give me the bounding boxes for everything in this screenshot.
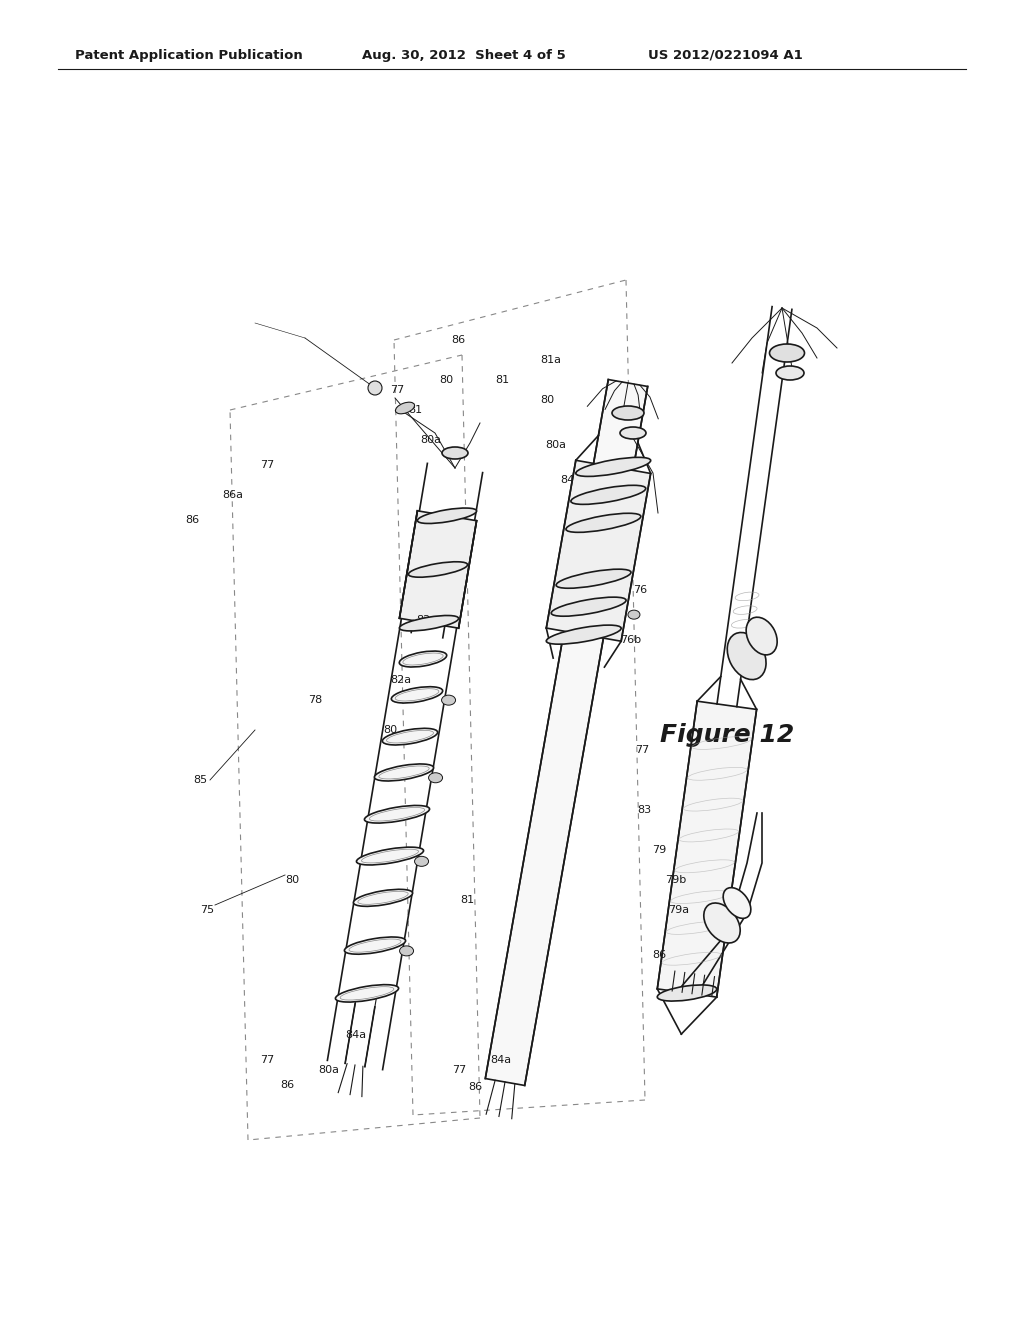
Ellipse shape [336, 985, 398, 1002]
Text: 76: 76 [633, 585, 647, 595]
Text: 86: 86 [451, 335, 465, 345]
Text: 76b: 76b [620, 635, 641, 645]
Text: 77: 77 [452, 1065, 466, 1074]
Polygon shape [657, 701, 757, 997]
Text: 86: 86 [468, 1082, 482, 1092]
Ellipse shape [418, 508, 476, 524]
Text: 79a: 79a [668, 906, 689, 915]
Ellipse shape [556, 569, 631, 589]
Ellipse shape [442, 447, 468, 459]
Ellipse shape [551, 597, 626, 616]
Ellipse shape [612, 407, 644, 420]
Text: Figure 12: Figure 12 [660, 723, 795, 747]
Text: Patent Application Publication: Patent Application Publication [75, 49, 303, 62]
Text: 84: 84 [560, 475, 574, 484]
Ellipse shape [399, 615, 459, 631]
Text: 78: 78 [308, 696, 323, 705]
Polygon shape [399, 511, 476, 628]
Polygon shape [485, 380, 648, 1085]
Text: 80: 80 [540, 395, 554, 405]
Text: 86: 86 [565, 525, 580, 535]
Text: 86a: 86a [222, 490, 243, 500]
Ellipse shape [566, 513, 641, 532]
Text: 79b: 79b [665, 875, 686, 884]
Ellipse shape [382, 729, 437, 744]
Ellipse shape [703, 903, 740, 942]
Ellipse shape [769, 345, 805, 362]
Text: 81a: 81a [540, 355, 561, 366]
Text: 79: 79 [652, 845, 667, 855]
Text: 77: 77 [635, 744, 649, 755]
Text: 85: 85 [193, 775, 207, 785]
Ellipse shape [368, 381, 382, 395]
Text: 80a: 80a [420, 436, 441, 445]
Ellipse shape [575, 457, 650, 477]
Ellipse shape [356, 847, 424, 865]
Text: Aug. 30, 2012  Sheet 4 of 5: Aug. 30, 2012 Sheet 4 of 5 [362, 49, 565, 62]
Text: 80a: 80a [318, 1065, 339, 1074]
Ellipse shape [776, 366, 804, 380]
Text: 88: 88 [590, 595, 604, 605]
Text: 76a: 76a [574, 495, 595, 506]
Text: 80: 80 [285, 875, 299, 884]
Ellipse shape [429, 772, 442, 783]
Text: 82: 82 [416, 615, 430, 624]
Ellipse shape [628, 610, 640, 619]
Text: 81: 81 [495, 375, 509, 385]
Text: 81: 81 [408, 405, 422, 414]
Ellipse shape [344, 937, 406, 954]
Text: 86: 86 [185, 515, 199, 525]
Ellipse shape [395, 403, 415, 413]
Ellipse shape [657, 985, 717, 1001]
Ellipse shape [409, 562, 468, 577]
Polygon shape [546, 461, 650, 642]
Text: 84a: 84a [345, 1030, 367, 1040]
Text: 83: 83 [637, 805, 651, 814]
Text: 82a: 82a [390, 675, 411, 685]
Text: 84a: 84a [490, 1055, 511, 1065]
Text: 75: 75 [200, 906, 214, 915]
Text: 86: 86 [652, 950, 667, 960]
Ellipse shape [399, 946, 414, 956]
Ellipse shape [365, 805, 429, 824]
Ellipse shape [746, 618, 777, 655]
Text: 81: 81 [460, 895, 474, 906]
Ellipse shape [620, 426, 646, 440]
Text: 77: 77 [260, 1055, 274, 1065]
Ellipse shape [399, 651, 446, 667]
Text: 86: 86 [280, 1080, 294, 1090]
Ellipse shape [570, 486, 646, 504]
Text: 80a: 80a [545, 440, 566, 450]
Text: 87: 87 [588, 554, 602, 565]
Ellipse shape [723, 887, 751, 919]
Ellipse shape [546, 626, 622, 644]
Text: US 2012/0221094 A1: US 2012/0221094 A1 [648, 49, 803, 62]
Ellipse shape [391, 686, 442, 704]
Text: 77: 77 [390, 385, 404, 395]
Text: 77: 77 [260, 459, 274, 470]
Ellipse shape [441, 696, 456, 705]
Ellipse shape [375, 764, 433, 781]
Text: 80: 80 [439, 375, 454, 385]
Ellipse shape [727, 632, 766, 680]
Ellipse shape [353, 890, 413, 907]
Text: 80: 80 [383, 725, 397, 735]
Ellipse shape [415, 857, 429, 866]
